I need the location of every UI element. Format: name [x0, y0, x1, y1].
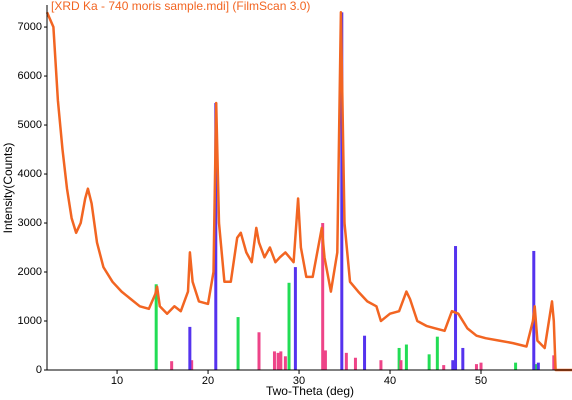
y-tick-label: 3000: [18, 217, 42, 229]
stick: [404, 344, 408, 370]
stick: [279, 351, 283, 370]
stick: [379, 360, 383, 370]
x-tick-label: 10: [111, 375, 123, 387]
stick: [454, 246, 458, 370]
y-tick-label: 2000: [18, 266, 42, 278]
stick: [514, 362, 518, 370]
stick: [397, 347, 401, 370]
x-tick-label: 30: [293, 375, 305, 387]
stick: [399, 360, 403, 370]
stick: [236, 317, 240, 370]
stick: [363, 335, 367, 370]
stick: [188, 326, 192, 370]
x-tick-label: 20: [202, 375, 214, 387]
stick: [287, 282, 291, 370]
y-tick-label: 5000: [18, 119, 42, 131]
y-tick-label: 4000: [18, 168, 42, 180]
stick: [154, 284, 158, 370]
stick: [474, 364, 478, 370]
stick: [340, 12, 344, 370]
stick: [276, 352, 280, 370]
stick: [293, 267, 297, 370]
chart-title: [XRD Ka - 740 moris sample.mdi] (FilmSca…: [51, 0, 310, 13]
stick: [353, 357, 357, 370]
stick: [323, 350, 327, 370]
x-tick-label: 50: [475, 375, 487, 387]
stick: [214, 102, 218, 371]
stick: [170, 361, 174, 370]
stick: [552, 355, 556, 370]
stick: [257, 332, 261, 370]
y-axis-label: Intensity(Counts): [1, 143, 15, 234]
x-axis-label: Two-Theta (deg): [266, 384, 354, 398]
stick: [451, 360, 455, 370]
y-tick-label: 1000: [18, 315, 42, 327]
stick: [442, 365, 446, 370]
stick: [427, 354, 431, 370]
y-tick-label: 0: [36, 364, 42, 376]
stick: [344, 352, 348, 370]
stick: [283, 356, 287, 370]
stick: [461, 347, 465, 370]
stick: [435, 336, 439, 370]
stick: [190, 360, 194, 370]
stick: [534, 364, 538, 370]
pattern-line: [45, 11, 572, 372]
stick: [536, 362, 540, 370]
x-tick-label: 40: [384, 375, 396, 387]
y-tick-label: 7000: [18, 21, 42, 33]
y-tick-label: 6000: [18, 70, 42, 82]
stick: [321, 223, 325, 370]
stick: [479, 362, 483, 370]
stick: [272, 351, 276, 370]
